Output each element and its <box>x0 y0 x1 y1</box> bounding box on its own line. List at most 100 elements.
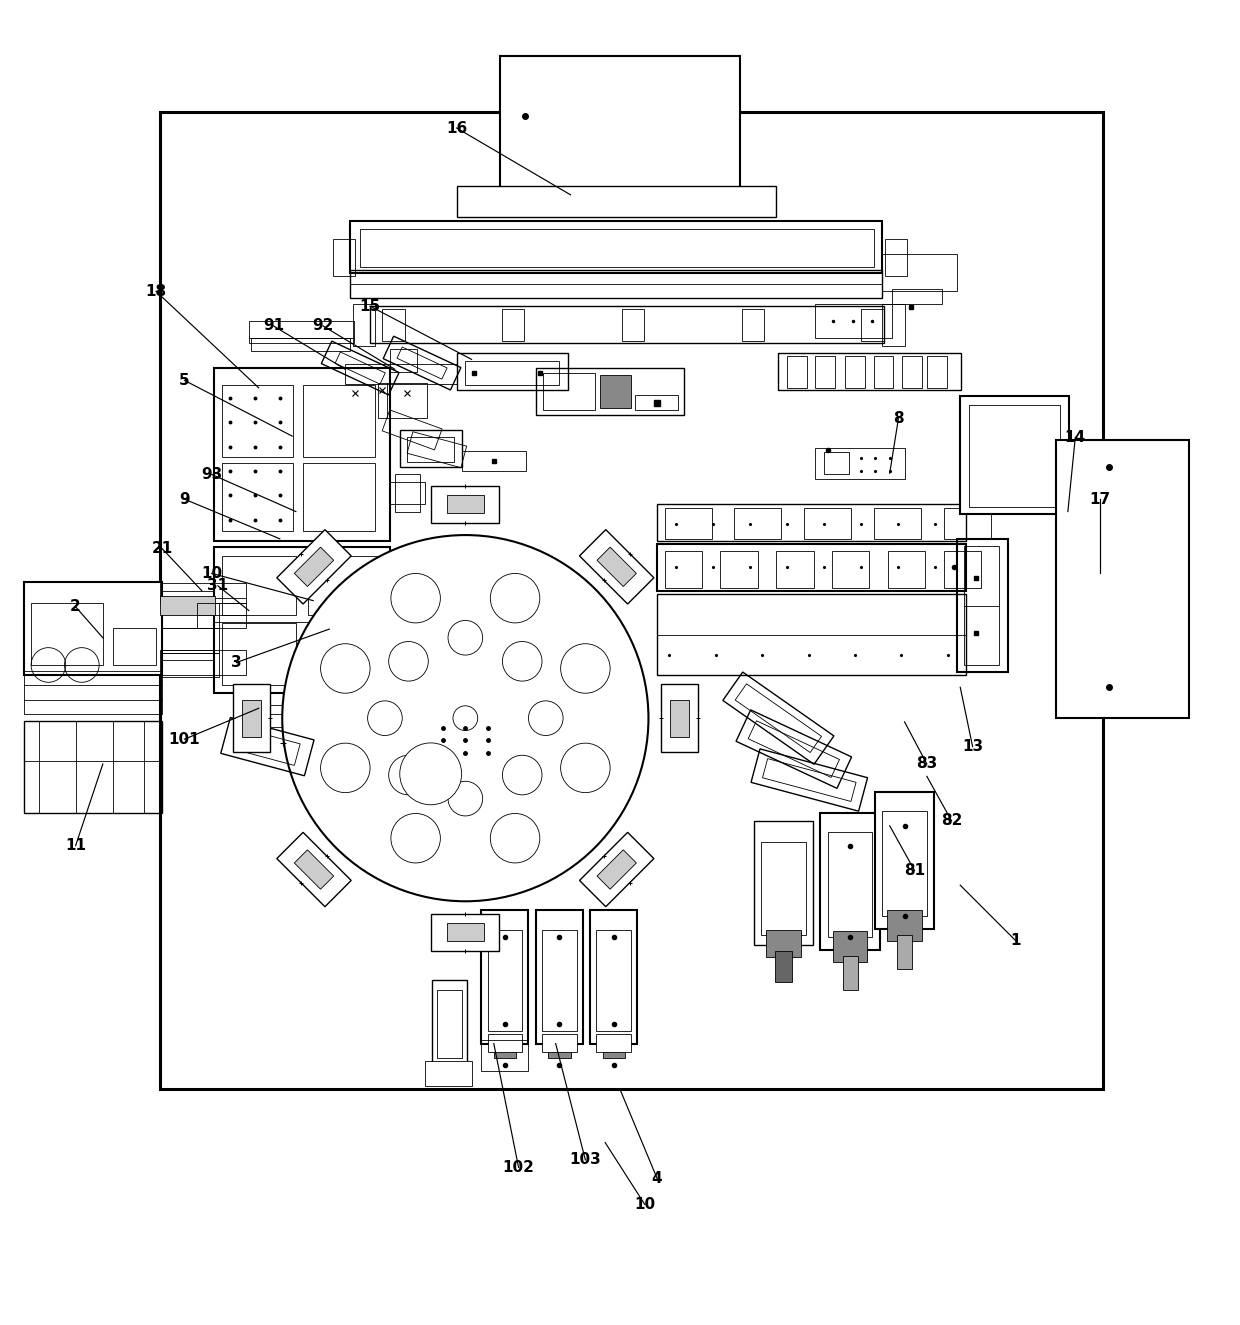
Text: 15: 15 <box>360 298 381 314</box>
Text: 8: 8 <box>893 411 904 427</box>
Bar <box>816 355 836 388</box>
Bar <box>407 437 454 462</box>
Bar <box>160 603 219 628</box>
Bar <box>424 1061 471 1085</box>
Polygon shape <box>446 494 484 513</box>
Text: 5: 5 <box>180 372 190 388</box>
Bar <box>828 832 873 937</box>
Bar <box>481 910 528 1044</box>
Bar <box>816 303 893 338</box>
Bar <box>377 383 427 417</box>
Bar <box>197 603 247 628</box>
Bar <box>481 1040 528 1071</box>
Bar <box>657 595 966 674</box>
Bar <box>543 374 595 411</box>
Text: 81: 81 <box>904 863 925 878</box>
Circle shape <box>367 701 402 735</box>
Bar <box>883 254 956 292</box>
Bar <box>465 360 559 386</box>
Bar <box>352 303 374 346</box>
Text: 16: 16 <box>446 121 467 135</box>
Bar <box>350 221 883 273</box>
Circle shape <box>528 701 563 735</box>
Text: 14: 14 <box>1065 429 1086 445</box>
Bar <box>657 504 966 541</box>
Polygon shape <box>242 700 260 737</box>
Bar <box>456 187 776 217</box>
Bar <box>536 368 684 415</box>
Bar <box>160 583 247 603</box>
Bar <box>883 303 904 346</box>
Text: 83: 83 <box>916 757 937 771</box>
Bar <box>635 395 678 411</box>
Bar <box>304 464 374 531</box>
Circle shape <box>448 782 482 816</box>
Text: 9: 9 <box>180 492 190 506</box>
Text: 2: 2 <box>71 599 81 615</box>
Bar <box>304 386 374 457</box>
Text: 93: 93 <box>201 466 222 482</box>
Bar <box>160 653 219 677</box>
Polygon shape <box>670 700 688 737</box>
Circle shape <box>391 814 440 863</box>
Bar <box>779 354 961 391</box>
Bar <box>160 111 1102 1089</box>
Bar <box>399 429 461 466</box>
Bar <box>805 507 852 539</box>
Polygon shape <box>596 547 636 587</box>
Bar <box>888 551 925 588</box>
Bar <box>816 448 904 480</box>
Bar <box>536 910 583 1044</box>
Bar <box>720 551 758 588</box>
Bar <box>24 582 162 674</box>
Text: 102: 102 <box>502 1159 534 1175</box>
Bar <box>360 229 874 266</box>
Bar <box>944 507 991 539</box>
Bar <box>350 270 883 298</box>
Bar <box>542 930 577 1031</box>
Circle shape <box>560 644 610 693</box>
Bar <box>956 539 1008 672</box>
Bar <box>590 910 637 1044</box>
Bar <box>874 507 921 539</box>
Bar <box>776 551 813 588</box>
Text: 10: 10 <box>634 1196 655 1212</box>
Bar <box>432 980 466 1064</box>
Text: 21: 21 <box>151 541 172 556</box>
Bar <box>249 321 353 343</box>
Bar <box>897 934 911 970</box>
Polygon shape <box>432 914 500 951</box>
Circle shape <box>399 743 461 804</box>
Polygon shape <box>294 547 334 587</box>
Bar <box>487 930 522 1031</box>
Bar <box>944 551 981 588</box>
Bar <box>825 452 849 474</box>
Bar <box>24 672 162 714</box>
Circle shape <box>388 755 428 795</box>
Polygon shape <box>446 924 484 942</box>
Bar <box>215 547 389 693</box>
Bar <box>885 240 906 277</box>
Polygon shape <box>233 684 270 753</box>
Text: 3: 3 <box>231 655 242 670</box>
Bar <box>766 930 801 957</box>
Text: 11: 11 <box>66 839 86 853</box>
Bar <box>247 705 463 727</box>
Bar <box>461 451 526 470</box>
Bar <box>160 596 216 616</box>
Bar <box>494 1036 516 1059</box>
Bar <box>309 623 379 685</box>
Text: 1: 1 <box>1011 933 1022 949</box>
Polygon shape <box>579 530 653 604</box>
Bar <box>787 355 807 388</box>
Bar <box>596 1034 631 1052</box>
Polygon shape <box>596 849 636 889</box>
Bar <box>734 507 781 539</box>
Bar <box>665 551 702 588</box>
Bar <box>113 628 156 665</box>
Bar <box>754 822 813 945</box>
Bar <box>487 1034 522 1052</box>
Bar <box>775 951 792 982</box>
Bar <box>833 931 868 962</box>
Bar <box>222 464 294 531</box>
